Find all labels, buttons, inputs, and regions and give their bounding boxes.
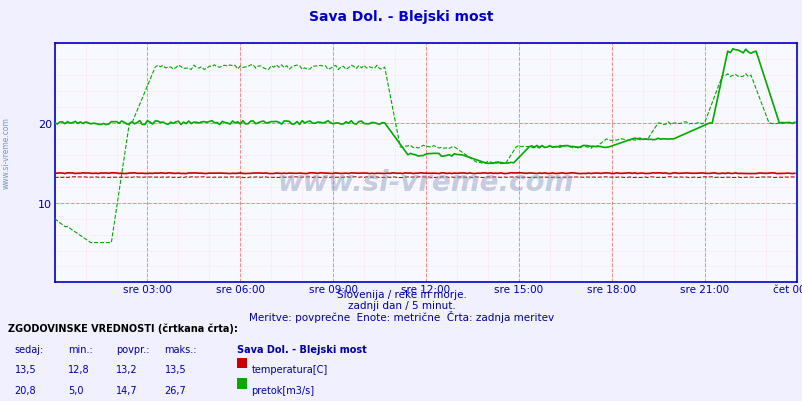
Text: Slovenija / reke in morje.: Slovenija / reke in morje. [336,290,466,300]
Text: Sava Dol. - Blejski most: Sava Dol. - Blejski most [237,344,367,354]
Text: min.:: min.: [68,344,93,354]
Text: ZGODOVINSKE VREDNOSTI (črtkana črta):: ZGODOVINSKE VREDNOSTI (črtkana črta): [8,323,237,333]
Text: 13,5: 13,5 [14,365,36,375]
Text: 20,8: 20,8 [14,385,36,395]
Text: 5,0: 5,0 [68,385,83,395]
Text: maks.:: maks.: [164,344,196,354]
Text: temperatura[C]: temperatura[C] [251,365,327,375]
Text: pretok[m3/s]: pretok[m3/s] [251,385,314,395]
Text: sedaj:: sedaj: [14,344,43,354]
Text: 14,7: 14,7 [116,385,138,395]
Text: 13,2: 13,2 [116,365,138,375]
Text: 12,8: 12,8 [68,365,90,375]
Text: 13,5: 13,5 [164,365,186,375]
Text: povpr.:: povpr.: [116,344,150,354]
Text: Sava Dol. - Blejski most: Sava Dol. - Blejski most [309,10,493,24]
Text: Meritve: povprečne  Enote: metrične  Črta: zadnja meritev: Meritve: povprečne Enote: metrične Črta:… [249,310,553,322]
Text: www.si-vreme.com: www.si-vreme.com [2,117,11,188]
Text: zadnji dan / 5 minut.: zadnji dan / 5 minut. [347,300,455,310]
Text: www.si-vreme.com: www.si-vreme.com [277,168,573,196]
Text: 26,7: 26,7 [164,385,186,395]
